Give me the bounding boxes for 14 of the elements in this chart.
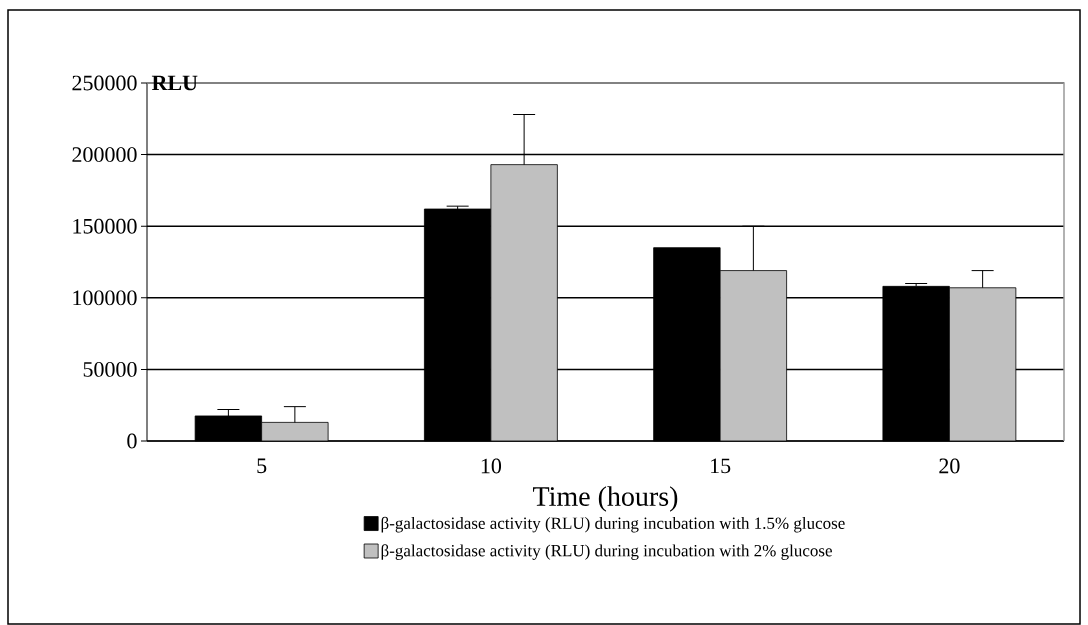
x-tick-label: 5 [257,458,267,474]
y-tick-label: 0 [127,433,137,449]
legend-label: β-galactosidase activity (RLU) during incubation with 2% glucose [381,544,832,560]
y-tick-label: 150000 [73,218,137,234]
x-axis-title: Time (hours) [533,486,678,512]
y-tick-label: 100000 [73,290,137,306]
y-tick-label: 250000 [72,75,137,91]
x-tick-label: 10 [481,458,502,474]
y-axis-title: RLU [151,75,198,91]
y-tick-label: 200000 [72,147,137,163]
y-tick-label: 50000 [83,361,137,377]
legend-label: β-galactosidase activity (RLU) during incubation with 1.5% glucose [381,516,845,533]
x-tick-label: 15 [711,458,731,474]
x-tick-label: 20 [939,458,960,474]
